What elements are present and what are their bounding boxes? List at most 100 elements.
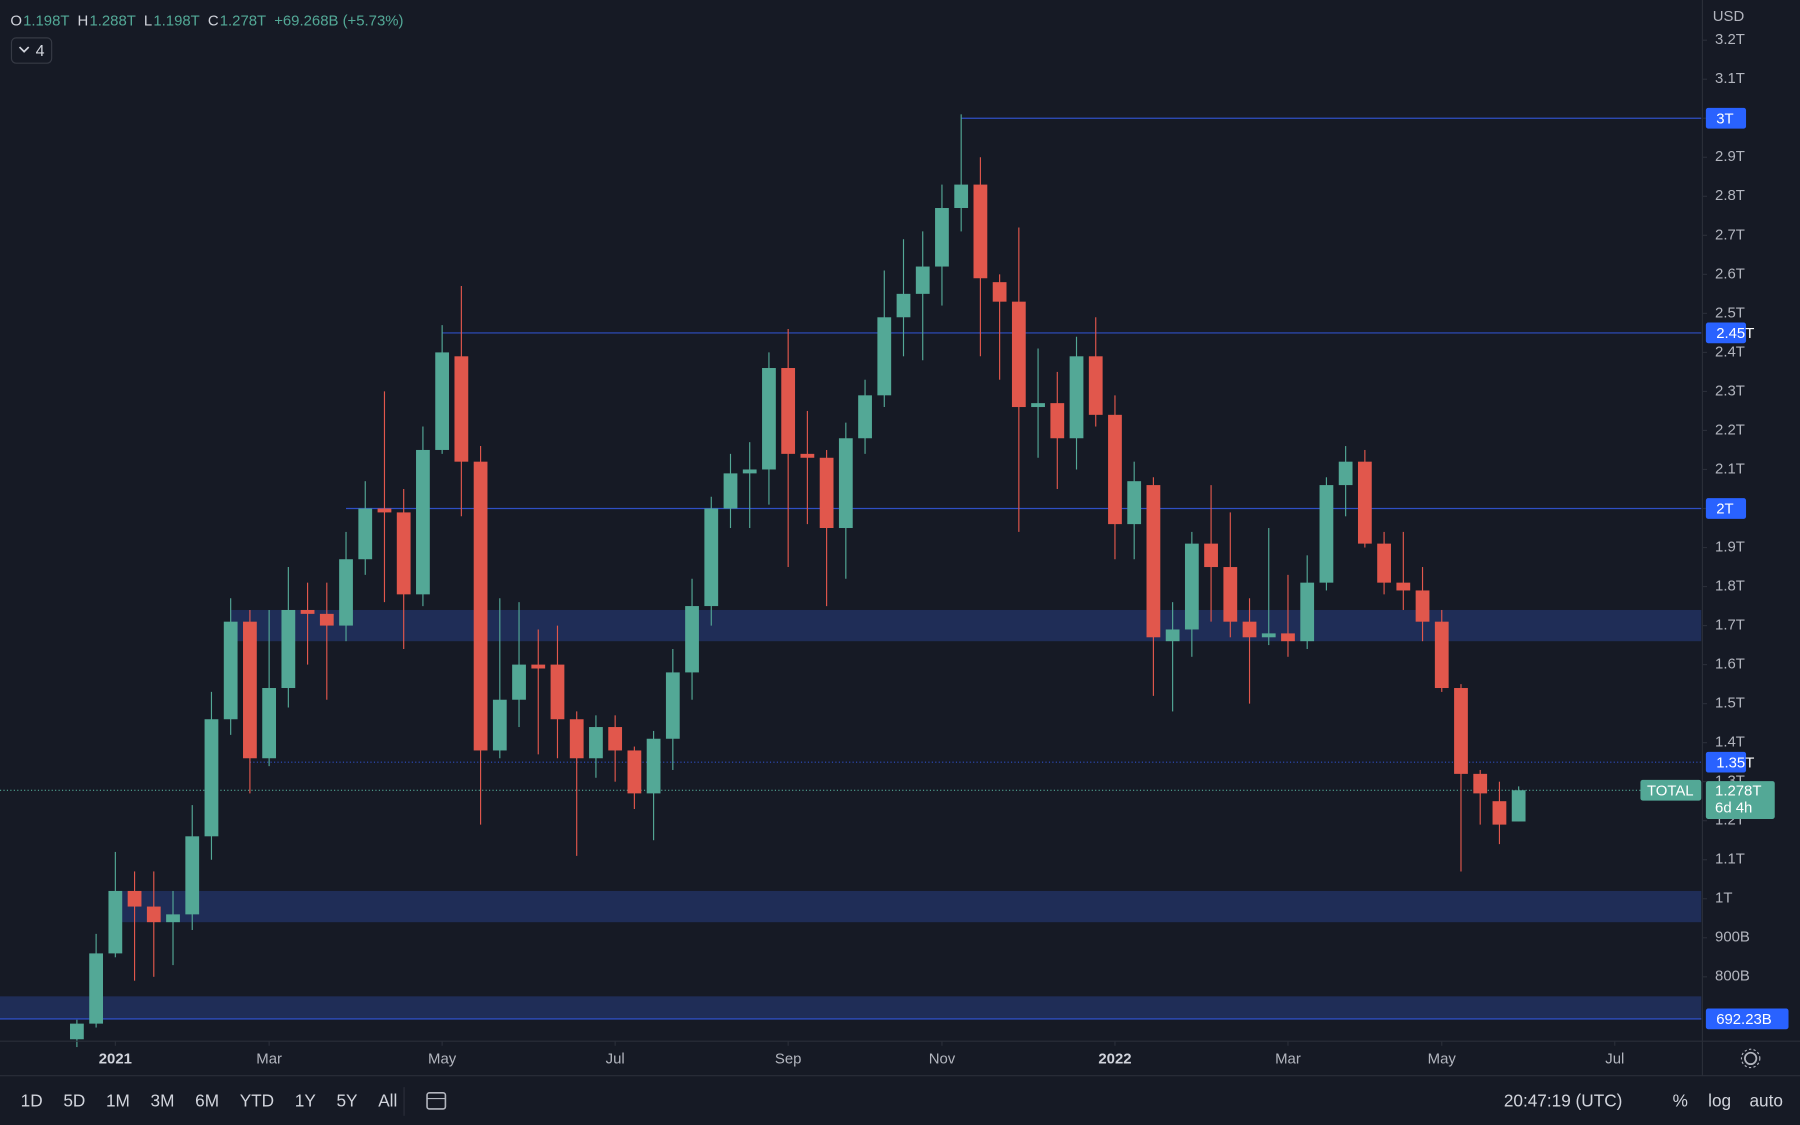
support-zone — [115, 890, 1702, 923]
candle-body — [1396, 582, 1411, 591]
indicator-count[interactable]: 4 — [36, 42, 45, 60]
candle-body — [915, 266, 930, 294]
range-button[interactable]: 5D — [63, 1091, 85, 1111]
x-tick-label: 2021 — [99, 1051, 132, 1068]
candle-body — [473, 461, 488, 751]
price-badge — [1705, 781, 1775, 819]
range-button[interactable]: 3M — [151, 1091, 175, 1111]
axis-option[interactable]: auto — [1749, 1091, 1782, 1111]
y-tick-label: 2.9T — [1715, 148, 1745, 165]
indicator-toggle[interactable] — [10, 37, 53, 64]
candle-body — [1184, 543, 1199, 630]
settings-icon[interactable] — [1740, 1048, 1761, 1069]
candle-body — [396, 512, 411, 595]
range-button[interactable]: 1Y — [295, 1091, 317, 1111]
y-tick-label: 2.1T — [1715, 460, 1745, 477]
candle-body — [896, 293, 911, 318]
range-button[interactable]: 1D — [21, 1091, 43, 1111]
candle-body — [608, 727, 623, 751]
level-badge — [1705, 322, 1747, 344]
range-button[interactable]: YTD — [240, 1091, 274, 1111]
candle-body — [627, 750, 642, 794]
candle-body — [108, 890, 123, 954]
level-label: 2T — [1716, 501, 1733, 518]
candle-body — [70, 1023, 84, 1040]
level-badge — [1705, 751, 1747, 773]
candle-body — [685, 606, 699, 673]
candle-body — [1319, 485, 1334, 583]
candle-body — [665, 672, 680, 739]
support-zone — [230, 609, 1702, 642]
level-badge — [1705, 498, 1747, 519]
candle-body — [1357, 461, 1372, 544]
x-tick-label: Jul — [1605, 1051, 1624, 1068]
candle-body — [646, 738, 661, 794]
y-tick-label: 1.5T — [1715, 695, 1745, 712]
y-tick-label: 1.1T — [1715, 851, 1745, 868]
x-tick-label: May — [1428, 1051, 1457, 1068]
candle-body — [1492, 801, 1507, 825]
level-badge — [1705, 107, 1747, 129]
y-tick-label: 1T — [1715, 890, 1732, 907]
support-zone — [0, 996, 1702, 1020]
ohlc-value: 1.288T — [89, 13, 135, 30]
date-range-icon[interactable] — [426, 1092, 447, 1110]
candle-body — [781, 368, 796, 454]
axis-option[interactable]: log — [1708, 1091, 1731, 1111]
candle-body — [435, 352, 450, 450]
candle-body — [1511, 790, 1526, 822]
candle-body — [819, 457, 834, 529]
x-tick-label: 2022 — [1098, 1051, 1131, 1068]
level-label: 3T — [1716, 110, 1733, 127]
range-button[interactable]: 6M — [195, 1091, 219, 1111]
range-button[interactable]: 5Y — [336, 1091, 358, 1111]
candle-body — [223, 621, 238, 720]
ohlc-value: 1.198T — [153, 13, 199, 30]
candle-body — [166, 914, 180, 923]
range-button[interactable]: 1M — [106, 1091, 130, 1111]
candle-body — [1127, 481, 1142, 525]
axis-option[interactable]: % — [1673, 1091, 1688, 1111]
x-tick-label: Sep — [775, 1051, 802, 1068]
candle-body — [1473, 773, 1488, 794]
x-tick-label: May — [428, 1051, 457, 1068]
candle-body — [992, 282, 1007, 302]
candle-body — [838, 438, 853, 529]
candle-body — [127, 890, 142, 907]
plot-area — [0, 114, 1702, 1048]
candle-body — [954, 184, 969, 209]
candle-body — [800, 453, 815, 458]
ohlc-value: 1.198T — [23, 13, 69, 30]
ohlc-value: 1.278T — [220, 13, 266, 30]
candle-body — [877, 317, 892, 396]
candle-body — [973, 184, 988, 279]
candle-body — [1261, 633, 1276, 638]
candle-body — [762, 368, 776, 470]
candle-body — [1415, 590, 1430, 622]
y-tick-label: 1.8T — [1715, 577, 1745, 594]
range-button[interactable]: All — [378, 1091, 397, 1111]
y-tick-label: 3.2T — [1715, 31, 1745, 48]
y-tick-label: 2.8T — [1715, 187, 1745, 204]
candle-body — [1165, 629, 1180, 642]
y-tick-label: 900B — [1715, 929, 1750, 946]
x-tick-label: Nov — [929, 1051, 956, 1068]
candle-body — [204, 719, 219, 837]
countdown: 6d 4h — [1715, 800, 1752, 817]
y-tick-label: 1.9T — [1715, 538, 1745, 555]
candle-body — [569, 719, 584, 759]
level-label: 1.35T — [1716, 754, 1754, 771]
ohlc-label: L — [144, 13, 152, 30]
candle-body — [89, 953, 104, 1024]
candle-body — [377, 508, 392, 513]
x-tick-label: Mar — [256, 1051, 282, 1068]
y-tick-label: 1.7T — [1715, 617, 1745, 634]
x-tick-label: Jul — [606, 1051, 625, 1068]
level-label: 692.23B — [1716, 1011, 1772, 1028]
candle-body — [1377, 543, 1391, 583]
candle-body — [723, 473, 738, 509]
y-tick-label: 800B — [1715, 968, 1750, 985]
candle-body — [358, 508, 373, 560]
